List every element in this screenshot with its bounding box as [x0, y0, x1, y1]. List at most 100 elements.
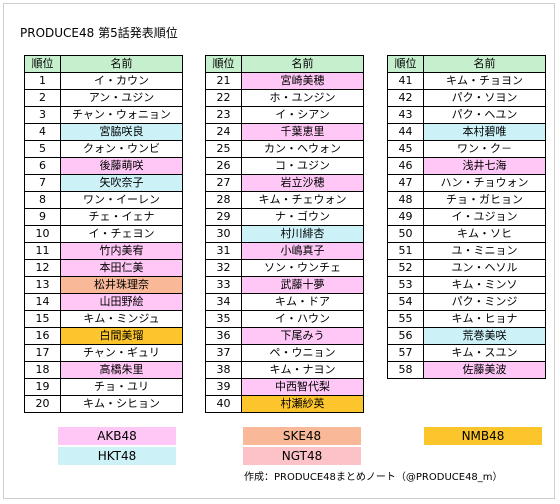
legend-akb48: AKB48: [58, 427, 176, 445]
legend-nmb48: NMB48: [424, 427, 542, 445]
name-cell: パク・ソヨン: [424, 90, 546, 107]
table-row: 50 キム・ソヒ: [388, 226, 546, 243]
table-row: 57 キム・スユン: [388, 345, 546, 362]
rank-cell: 1: [25, 73, 61, 90]
rank-cell: 57: [388, 345, 424, 362]
rank-cell: 49: [388, 209, 424, 226]
legend-ngt48: NGT48: [243, 447, 361, 465]
legend-hkt48: HKT48: [58, 447, 176, 465]
rank-cell: 27: [206, 175, 242, 192]
name-cell: 高橋朱里: [61, 362, 183, 379]
table-row: 41 キム・チョヨン: [388, 73, 546, 90]
name-cell: キム・チェウォン: [242, 192, 364, 209]
table-row: 15 キム・ミンジュ: [25, 311, 183, 328]
name-cell: 千葉恵里: [242, 124, 364, 141]
table-row: 33 武藤十夢: [206, 277, 364, 294]
table-row: 4 宮脇咲良: [25, 124, 183, 141]
table-row: 12 本田仁美: [25, 260, 183, 277]
rank-cell: 36: [206, 328, 242, 345]
table-row: 56 荒巻美咲: [388, 328, 546, 345]
table-row: 52 ユン・ヘソル: [388, 260, 546, 277]
rank-header: 順位: [25, 56, 61, 73]
rank-cell: 54: [388, 294, 424, 311]
name-cell: チョ・ガヒョン: [424, 192, 546, 209]
rank-cell: 52: [388, 260, 424, 277]
name-cell: キム・ソヒ: [424, 226, 546, 243]
rank-cell: 53: [388, 277, 424, 294]
name-cell: パク・ミンジ: [424, 294, 546, 311]
rank-cell: 13: [25, 277, 61, 294]
rank-cell: 42: [388, 90, 424, 107]
name-cell: キム・シヒョン: [61, 396, 183, 413]
rank-cell: 44: [388, 124, 424, 141]
rank-cell: 15: [25, 311, 61, 328]
rank-cell: 23: [206, 107, 242, 124]
table-row: 5 クォン・ウンビ: [25, 141, 183, 158]
rank-cell: 25: [206, 141, 242, 158]
table-row: 48 チョ・ガヒョン: [388, 192, 546, 209]
name-cell: イ・シアン: [242, 107, 364, 124]
rank-cell: 18: [25, 362, 61, 379]
page-title: PRODUCE48 第5話発表順位: [20, 24, 178, 41]
ranking-table-2: 順位 名前 21 宮崎美穂 22 ホ・ユンジン 23 イ・シアン 24 千葉恵里 25 カン・ヘウ…: [205, 55, 364, 413]
name-cell: 荒巻美咲: [424, 328, 546, 345]
name-cell: 後藤萌咲: [61, 158, 183, 175]
table-row: 18 高橋朱里: [25, 362, 183, 379]
name-cell: キム・スユン: [424, 345, 546, 362]
name-cell: チョ・ユリ: [61, 379, 183, 396]
name-cell: ワン・ク－: [424, 141, 546, 158]
rank-cell: 48: [388, 192, 424, 209]
name-cell: ワン・イーレン: [61, 192, 183, 209]
rank-cell: 16: [25, 328, 61, 345]
name-cell: ソン・ウンチェ: [242, 260, 364, 277]
name-header: 名前: [424, 56, 546, 73]
table-row: 24 千葉恵里: [206, 124, 364, 141]
name-cell: ホ・ユンジン: [242, 90, 364, 107]
table-row: 54 パク・ミンジ: [388, 294, 546, 311]
table-row: 13 松井珠理奈: [25, 277, 183, 294]
table-row: 25 カン・ヘウォン: [206, 141, 364, 158]
rank-cell: 51: [388, 243, 424, 260]
name-cell: イ・カウン: [61, 73, 183, 90]
rank-cell: 30: [206, 226, 242, 243]
table-row: 49 イ・ユジョン: [388, 209, 546, 226]
table-row: 20 キム・シヒョン: [25, 396, 183, 413]
name-cell: 本田仁美: [61, 260, 183, 277]
rank-cell: 34: [206, 294, 242, 311]
table-row: 8 ワン・イーレン: [25, 192, 183, 209]
name-cell: 武藤十夢: [242, 277, 364, 294]
rank-cell: 32: [206, 260, 242, 277]
table-row: 10 イ・チェヨン: [25, 226, 183, 243]
name-header: 名前: [242, 56, 364, 73]
name-cell: イ・ユジョン: [424, 209, 546, 226]
table-row: 23 イ・シアン: [206, 107, 364, 124]
name-cell: ユ・ミニョン: [424, 243, 546, 260]
name-cell: チャン・ギュリ: [61, 345, 183, 362]
rank-cell: 20: [25, 396, 61, 413]
table-row: 26 コ・ユジン: [206, 158, 364, 175]
rank-cell: 58: [388, 362, 424, 379]
table-row: 11 竹内美宥: [25, 243, 183, 260]
table-row: 42 パク・ソヨン: [388, 90, 546, 107]
table-row: 43 パク・ヘユン: [388, 107, 546, 124]
table-row: 16 白間美瑠: [25, 328, 183, 345]
table-row: 46 浅井七海: [388, 158, 546, 175]
name-cell: 村瀬紗英: [242, 396, 364, 413]
rank-cell: 10: [25, 226, 61, 243]
rank-cell: 38: [206, 362, 242, 379]
table-row: 29 ナ・ゴウン: [206, 209, 364, 226]
rank-cell: 31: [206, 243, 242, 260]
name-cell: キム・ナヨン: [242, 362, 364, 379]
table-row: 58 佐藤美波: [388, 362, 546, 379]
name-cell: 岩立沙穂: [242, 175, 364, 192]
table-row: 22 ホ・ユンジン: [206, 90, 364, 107]
name-cell: コ・ユジン: [242, 158, 364, 175]
table-row: 34 キム・ドア: [206, 294, 364, 311]
rank-cell: 4: [25, 124, 61, 141]
rank-cell: 45: [388, 141, 424, 158]
name-cell: キム・チョヨン: [424, 73, 546, 90]
legend-ske48: SKE48: [243, 427, 361, 445]
table-row: 9 チェ・イェナ: [25, 209, 183, 226]
table-row: 55 キム・ヒョナ: [388, 311, 546, 328]
table-row: 19 チョ・ユリ: [25, 379, 183, 396]
